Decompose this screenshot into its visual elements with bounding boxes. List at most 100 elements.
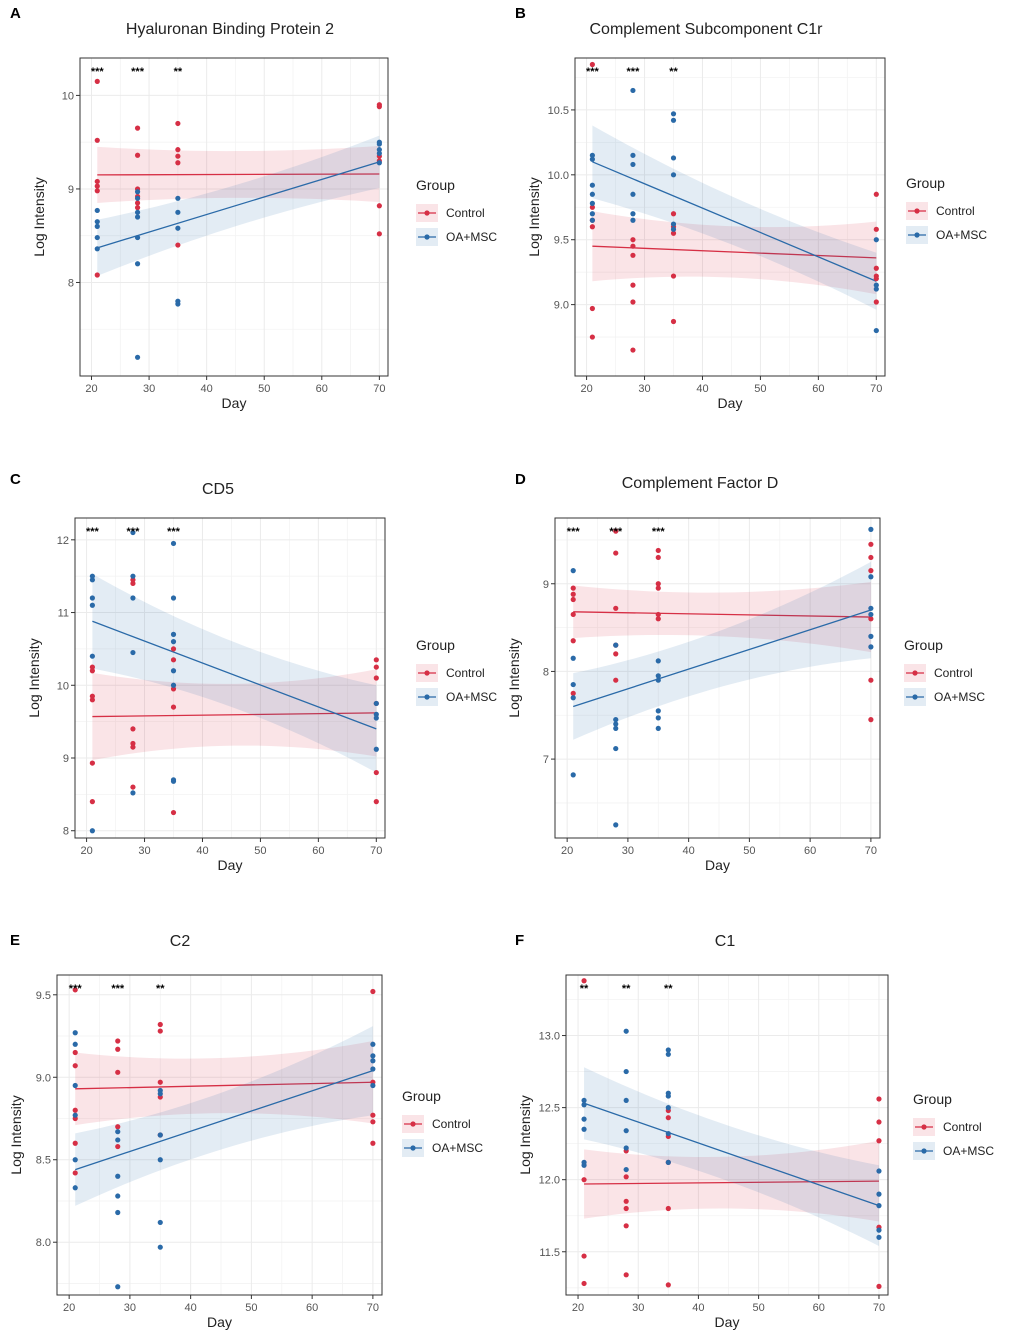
legend: Group Control OA+MSC [904, 637, 985, 706]
significance-label: *** [586, 66, 600, 78]
y-tick-label: 9 [543, 579, 549, 591]
x-tick-label: 40 [696, 383, 708, 395]
data-point-control [72, 1170, 78, 1176]
data-point-oa-msc [876, 1203, 882, 1209]
panel-c: C CD5 20 30 40 50 60 70 8 9 10 11 12 *** *** *** Day Log … [10, 471, 497, 873]
data-point-oa-msc [89, 602, 95, 608]
x-tick-label: 20 [80, 845, 92, 857]
data-point-oa-msc [665, 1130, 671, 1137]
plot-area [57, 975, 382, 1295]
plot-area [575, 58, 885, 376]
data-point-oa-msc [94, 246, 100, 252]
y-tick-label: 8 [543, 666, 549, 678]
data-point-oa-msc [115, 1137, 121, 1143]
data-point-oa-msc [868, 633, 874, 639]
data-point-control [134, 205, 141, 211]
data-point-control [89, 799, 95, 805]
data-point-oa-msc [170, 639, 177, 645]
data-point-control [876, 1119, 882, 1125]
data-point-control [170, 657, 177, 663]
data-point-oa-msc [157, 1157, 163, 1163]
plot-border [79, 57, 389, 377]
legend-label: Control [934, 666, 973, 680]
fit-line-oa-msc [583, 1102, 880, 1207]
data-point-control [655, 554, 661, 561]
data-point-control [115, 1038, 121, 1044]
data-point-oa-msc [876, 1191, 882, 1197]
x-axis-title: Day [218, 857, 243, 873]
data-point-oa-msc [655, 673, 661, 679]
data-point-control [130, 784, 136, 790]
data-point-oa-msc [630, 217, 636, 223]
x-tick-label: 70 [370, 845, 382, 857]
data-point-control [370, 988, 376, 995]
x-tick-label: 70 [870, 383, 882, 395]
data-point-control [581, 1280, 587, 1287]
data-point-control [570, 638, 576, 644]
legend-key-point [912, 670, 918, 676]
data-point-oa-msc [370, 1041, 376, 1047]
data-point-control [570, 596, 576, 603]
legend-key-point [424, 234, 430, 240]
data-point-control [89, 760, 95, 766]
data-point-oa-msc [630, 161, 636, 168]
confidence-band-control [584, 1140, 879, 1222]
data-point-control [613, 677, 619, 683]
data-point-oa-msc [655, 658, 661, 664]
y-tick-label: 12.0 [539, 1175, 560, 1187]
panel-title: Complement Factor D [622, 475, 779, 492]
data-point-control [373, 657, 379, 663]
data-point-oa-msc [876, 1168, 882, 1174]
legend-label: Control [936, 204, 975, 218]
data-point-control [115, 1143, 121, 1150]
data-point-control [581, 978, 587, 984]
plot-border [565, 974, 889, 1296]
significance-label: *** [86, 526, 100, 538]
data-point-control [665, 1205, 671, 1212]
legend: Group Control OA+MSC [416, 637, 497, 706]
data-point-oa-msc [170, 778, 177, 784]
panel-title: Hyaluronan Binding Protein 2 [126, 21, 334, 38]
legend-label: OA+MSC [943, 1144, 994, 1158]
data-point-oa-msc [370, 1066, 376, 1072]
plot-border [554, 517, 881, 839]
data-point-control [72, 1140, 78, 1146]
data-point-control [72, 987, 78, 993]
data-point-oa-msc [115, 1284, 121, 1290]
data-point-control [130, 580, 136, 587]
plot-area [555, 518, 880, 838]
y-axis-title: Log Intensity [517, 1095, 533, 1174]
y-tick-label: 11 [58, 608, 69, 620]
data-point-control [630, 252, 636, 258]
data-point-oa-msc [370, 1082, 376, 1089]
data-point-control [613, 651, 619, 657]
data-point-control [130, 577, 136, 583]
data-point-control [630, 299, 636, 305]
data-point-oa-msc [376, 150, 382, 156]
data-point-control [670, 230, 677, 236]
data-point-oa-msc [72, 1041, 78, 1047]
data-point-control [115, 1069, 121, 1075]
data-point-control [175, 160, 181, 166]
data-point-control [134, 200, 141, 206]
data-point-control [94, 178, 100, 185]
data-point-oa-msc [170, 682, 177, 688]
data-point-oa-msc [170, 631, 177, 637]
data-point-oa-msc [175, 209, 181, 215]
data-point-control [630, 282, 636, 288]
data-point-oa-msc [873, 286, 879, 292]
y-tick-label: 7 [543, 754, 549, 766]
data-point-oa-msc [134, 189, 141, 195]
data-point-control [134, 125, 141, 131]
x-axis-title: Day [207, 1314, 232, 1330]
data-point-control [868, 568, 874, 574]
y-tick-label: 12.5 [539, 1103, 560, 1115]
data-point-oa-msc [623, 1128, 629, 1134]
x-tick-label: 40 [201, 383, 213, 395]
data-point-oa-msc [655, 725, 661, 732]
data-point-oa-msc [94, 223, 100, 229]
x-tick-label: 70 [373, 383, 385, 395]
data-point-oa-msc [570, 772, 576, 778]
